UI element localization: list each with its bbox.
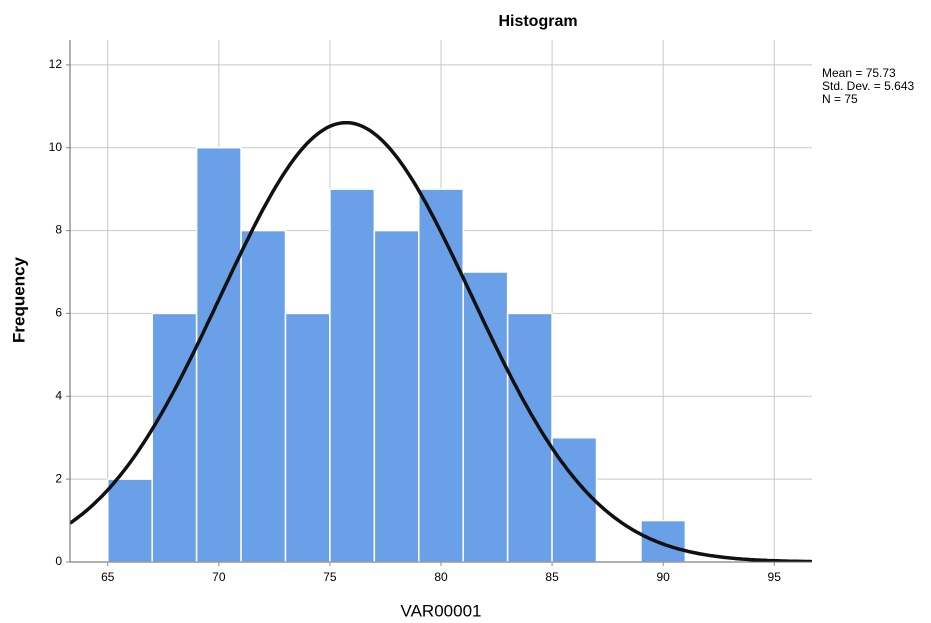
x-tick-label: 80 <box>434 570 448 584</box>
y-tick-label: 2 <box>55 471 62 485</box>
y-tick-label: 12 <box>49 57 63 71</box>
y-tick-label: 6 <box>55 306 62 320</box>
bar <box>418 188 464 563</box>
normal-curve <box>70 120 812 562</box>
x-tick-label: 75 <box>323 570 337 584</box>
x-tick-label: 85 <box>545 570 559 584</box>
x-tick-label: 95 <box>768 570 782 584</box>
x-tick-label: 70 <box>212 570 226 584</box>
bar <box>329 188 376 563</box>
x-tick-label: 90 <box>656 570 670 584</box>
annotation: Mean = 75.73 <box>822 66 896 80</box>
bar <box>373 229 420 563</box>
y-tick-label: 8 <box>55 223 62 237</box>
bar <box>151 312 198 563</box>
bar <box>240 229 287 563</box>
bar <box>284 312 331 563</box>
bar <box>640 519 687 563</box>
y-tick-label: 10 <box>49 140 63 154</box>
chart-title: Histogram <box>498 13 577 30</box>
x-axis-label: VAR00001 <box>401 601 482 620</box>
y-axis-label: Frequency <box>9 256 28 343</box>
y-tick-label: 4 <box>55 388 62 402</box>
x-tick-label: 65 <box>101 570 115 584</box>
annotation: N = 75 <box>822 92 858 106</box>
annotation: Std. Dev. = 5.643 <box>822 79 914 93</box>
bar <box>107 478 153 563</box>
bar <box>195 146 242 563</box>
y-tick-label: 0 <box>55 554 62 568</box>
bar <box>462 271 509 563</box>
